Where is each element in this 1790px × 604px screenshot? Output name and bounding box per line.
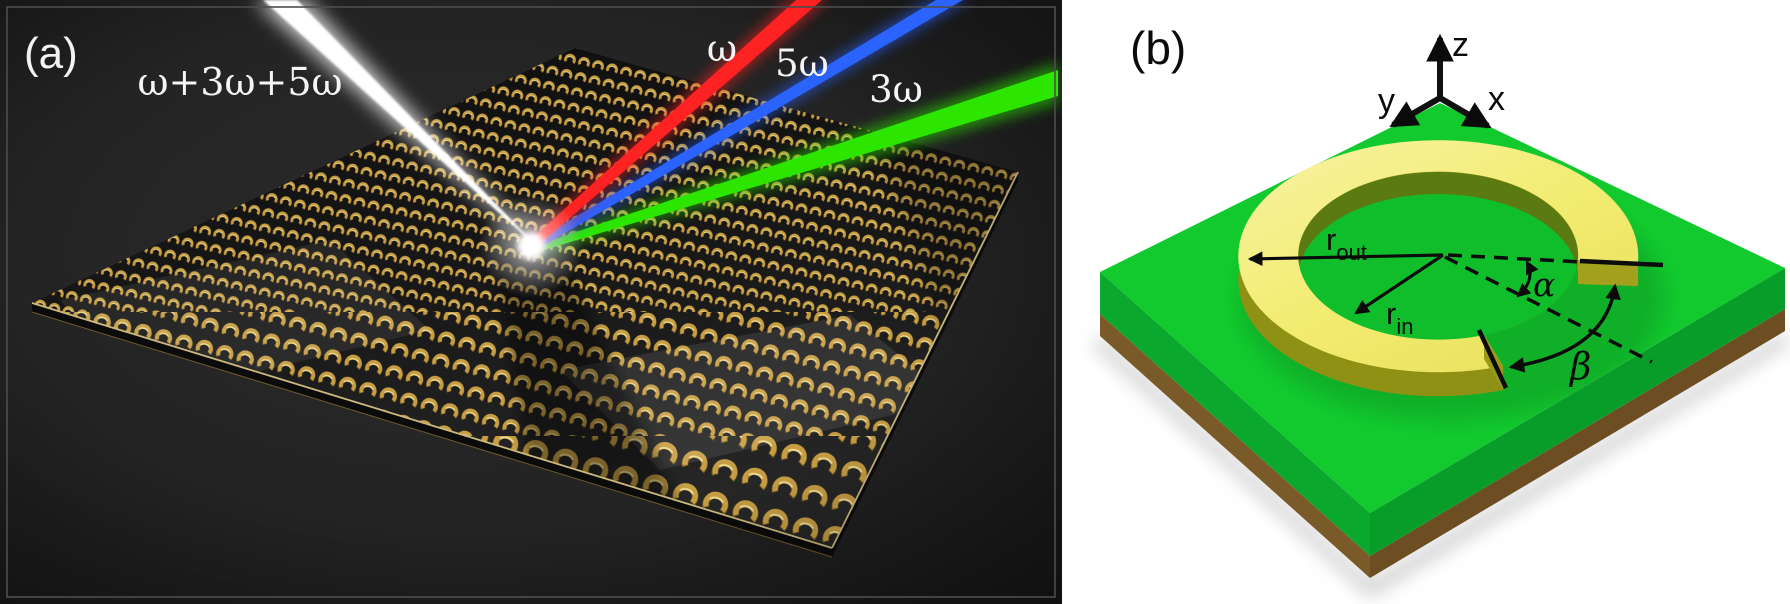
r-out-base: r: [1326, 222, 1336, 257]
annotations: [1247, 251, 1664, 389]
beam-focus-core: [518, 233, 544, 259]
incident-beam-label: ω+3ω+5ω: [138, 60, 343, 104]
r-out-arrow: [1247, 251, 1444, 267]
gap-edge-line-upper: [1579, 258, 1664, 268]
panel-a-label: (a): [24, 29, 78, 78]
panel-a-vignette: [0, 0, 1062, 604]
r-in-sub: in: [1396, 314, 1413, 339]
beta-angle-arc: [1508, 283, 1621, 373]
panel-a-border: [6, 6, 1056, 598]
r-in-label: rin: [1386, 296, 1413, 339]
beam-5omega: [529, 0, 963, 250]
alpha-label: α: [1533, 265, 1555, 304]
axis-y-label: y: [1378, 82, 1395, 120]
r-out-sub: out: [1336, 240, 1367, 265]
panel-a: (a) ω+3ω+5ω ω 5ω 3ω: [0, 0, 1062, 604]
beam-omega-label: ω: [707, 27, 737, 70]
axis-x: [1438, 95, 1492, 129]
incident-beam: [263, 0, 536, 245]
beta-label: β: [1568, 345, 1591, 388]
gap-edge-line-lower: [1476, 329, 1509, 389]
axis-x-label: x: [1488, 80, 1505, 118]
substrate-shadow: [1093, 332, 1790, 598]
beam-3omega-label: 3ω: [869, 68, 923, 111]
coordinate-axes: [1389, 33, 1492, 129]
panel-b: (b) z y x rout rin α β: [1062, 0, 1790, 604]
incident-beam-glow: [253, 0, 541, 248]
ring-gap-end-face-upper: [1578, 260, 1638, 286]
beam-3omega: [531, 70, 1058, 252]
r-in-base: r: [1386, 296, 1396, 331]
panel-b-label: (b): [1130, 22, 1186, 74]
base-layer-right-face: [1370, 309, 1785, 578]
beams: [253, 0, 1058, 298]
axis-z-label: z: [1452, 26, 1469, 64]
base-layer-left-face: [1100, 314, 1370, 578]
substrate-right-face: [1370, 268, 1785, 556]
r-in-arrow: [1354, 253, 1444, 315]
beam-omega: [527, 0, 822, 249]
beam-5omega-label: 5ω: [775, 42, 829, 85]
substrate-left-face: [1100, 272, 1370, 556]
axis-y: [1389, 95, 1442, 128]
r-out-label: rout: [1326, 222, 1367, 265]
ring-hole-floor: [1298, 194, 1578, 340]
